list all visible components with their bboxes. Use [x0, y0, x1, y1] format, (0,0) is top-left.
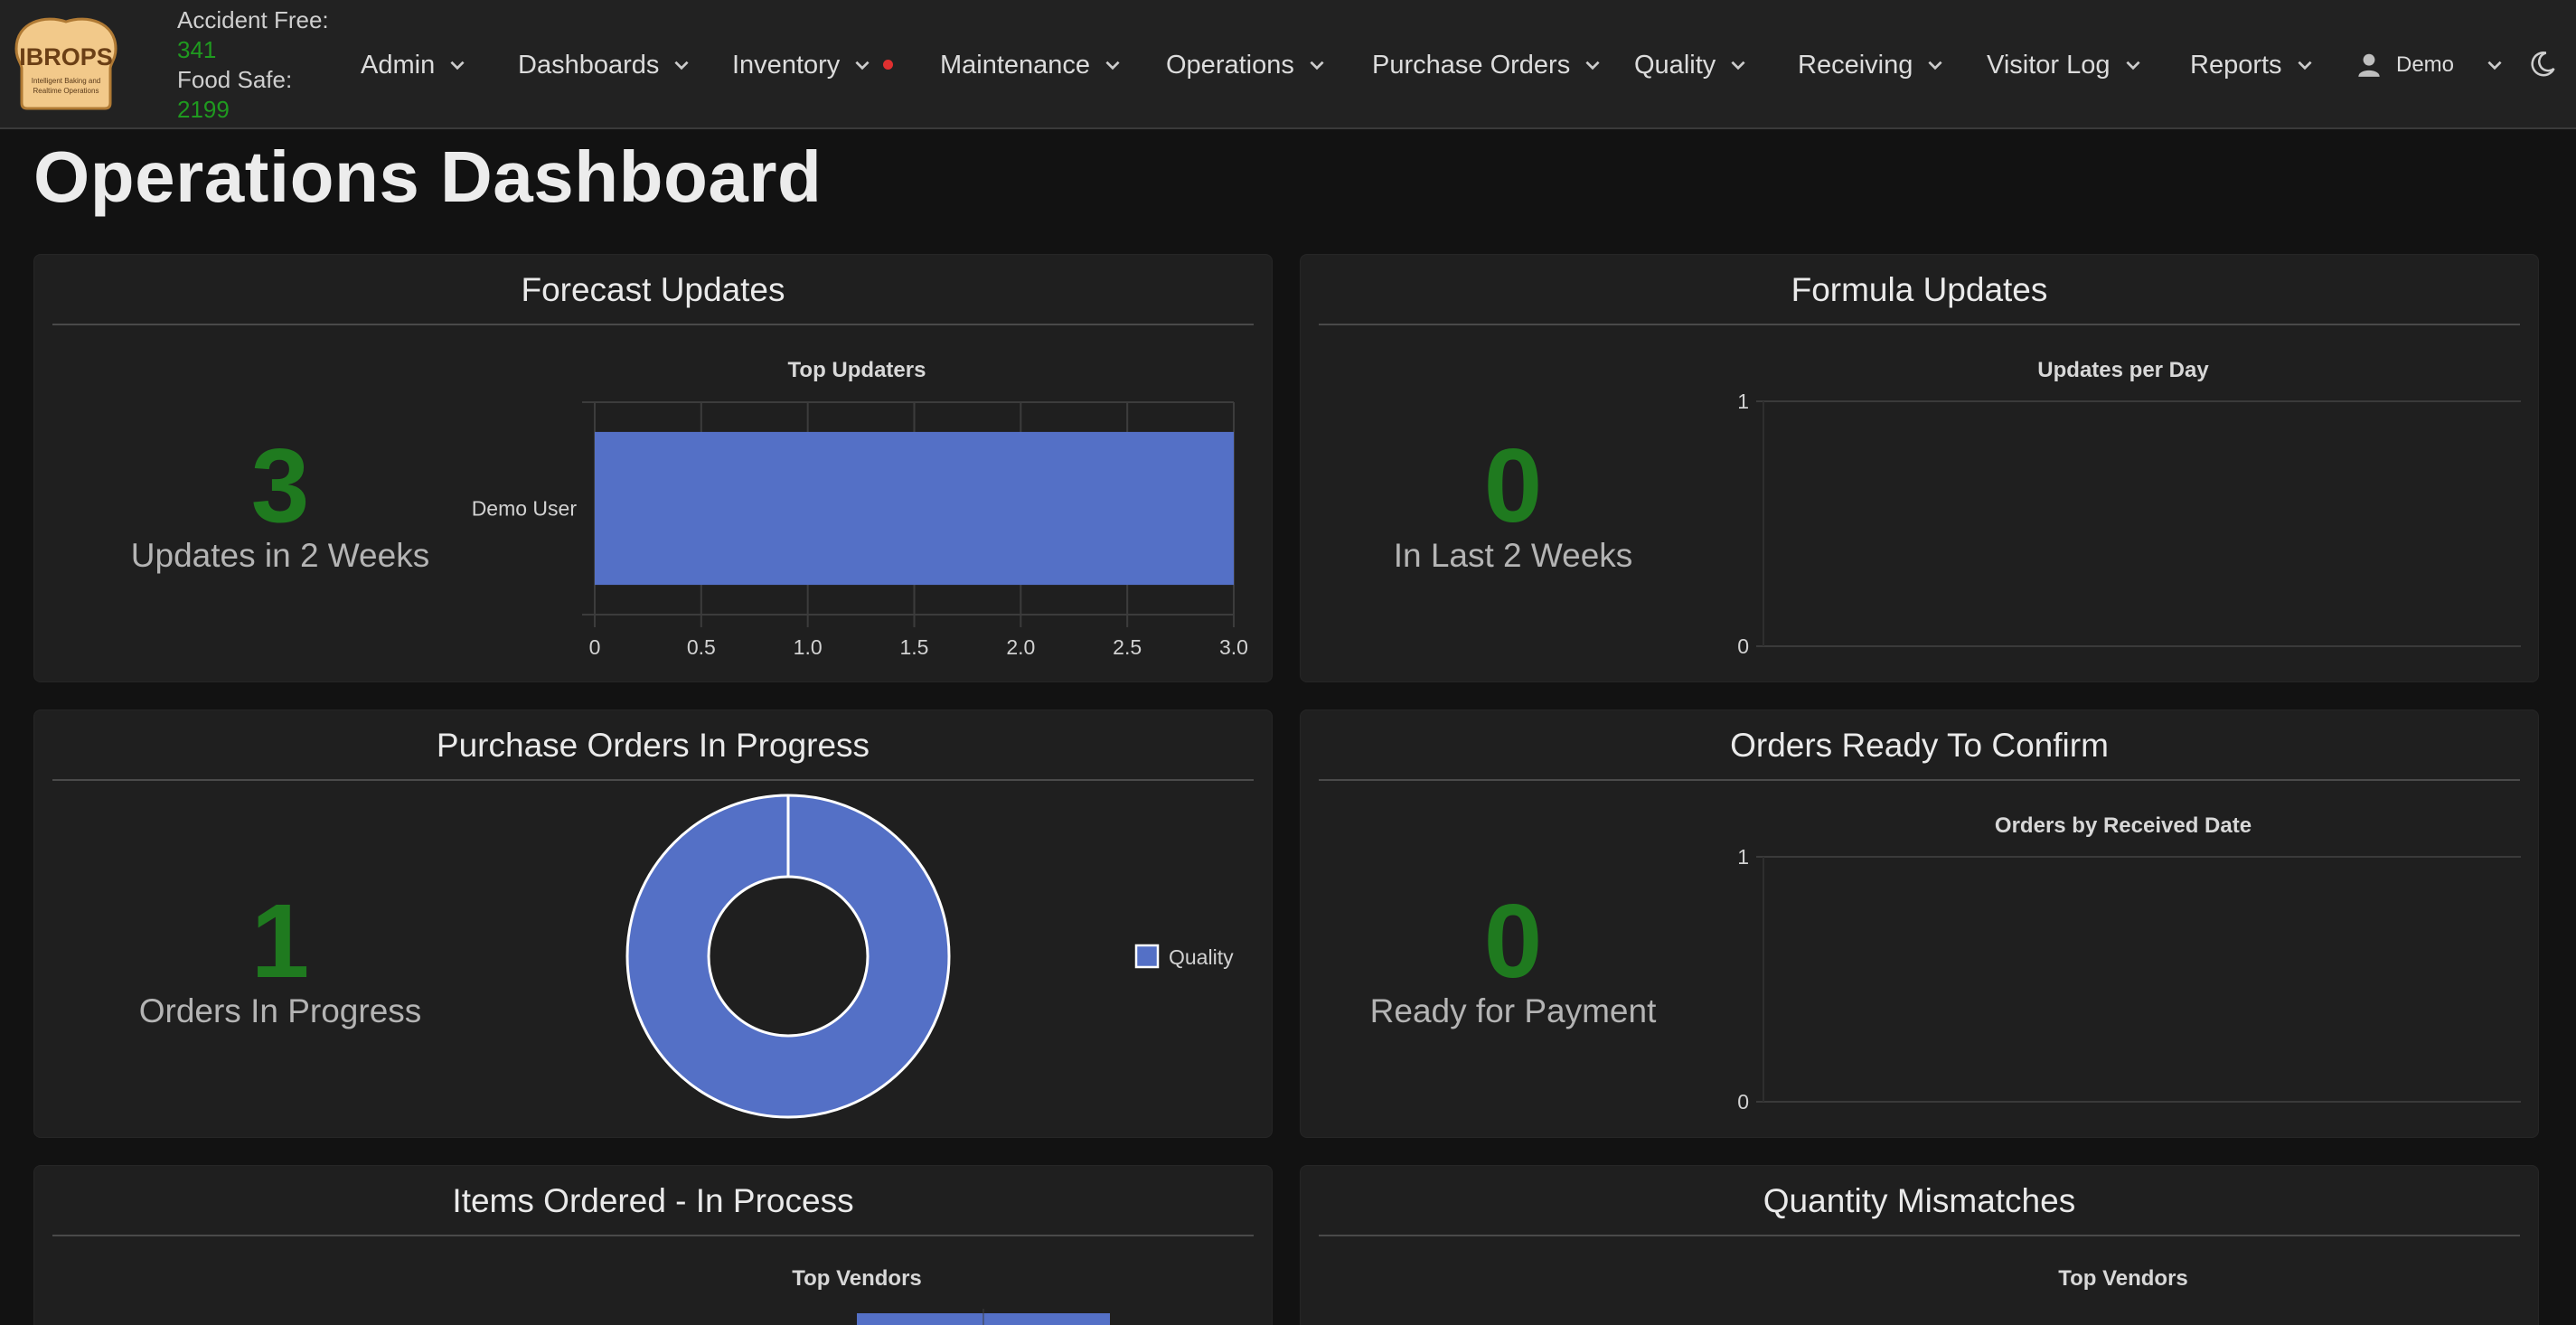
chevron-down-icon: [855, 61, 870, 70]
x-tick-label: 2.5: [1113, 635, 1142, 659]
chart-title: Orders by Received Date: [1995, 813, 2252, 838]
orders-received-date-chart: Orders by Received Date 0 1: [1737, 813, 2521, 1114]
chart-title: Top Vendors: [792, 1266, 922, 1291]
chevron-down-icon: [1310, 61, 1324, 70]
legend-label-quality: Quality: [1169, 945, 1234, 969]
top-updaters-chart: Top Updaters 0 0.5 1.0 1.5 2.0 2.5 3.0 Demo Use…: [472, 358, 1248, 659]
po-in-progress-card: Purchase Orders In Progress 1 Orders In …: [33, 709, 1273, 1138]
x-tick-label: 1.5: [900, 635, 929, 659]
formula-count: 0: [1483, 427, 1543, 544]
nav-operations-label: Operations: [1166, 50, 1294, 80]
card-title: Formula Updates: [1319, 271, 2520, 325]
chevron-down-icon: [674, 61, 689, 70]
chevron-down-icon: [1585, 61, 1600, 70]
svg-text:Realtime Operations: Realtime Operations: [33, 87, 99, 95]
items-ordered-vendors-chart: Top Vendors: [792, 1266, 1110, 1325]
chevron-down-icon: [450, 61, 465, 70]
nav-maintenance[interactable]: Maintenance: [940, 45, 1123, 85]
food-safe-value: 2199: [177, 96, 230, 123]
x-tick-label: 0: [589, 635, 601, 659]
formula-updates-card: Formula Updates 0 In Last 2 Weeks Update…: [1300, 254, 2539, 682]
card-title: Forecast Updates: [52, 271, 1254, 325]
dark-mode-toggle-icon[interactable]: [2529, 51, 2556, 78]
accident-free-value: 341: [177, 36, 217, 63]
svg-text:Intelligent Baking and: Intelligent Baking and: [32, 77, 101, 85]
y-tick-label: 1: [1737, 390, 1749, 413]
y-tick-label: 0: [1737, 634, 1749, 658]
user-icon: [2358, 53, 2380, 77]
nav-operations[interactable]: Operations: [1166, 45, 1327, 85]
svg-text:IBROPS: IBROPS: [19, 43, 113, 70]
nav-reports[interactable]: Reports: [2190, 45, 2315, 85]
ibrops-logo[interactable]: IBROPS Intelligent Baking and Realtime O…: [9, 13, 123, 110]
forecast-count-label: Updates in 2 Weeks: [130, 537, 430, 574]
nav-receiving[interactable]: Receiving: [1798, 45, 1945, 85]
items-ordered-card: Items Ordered - In Process Top Vendors: [33, 1165, 1273, 1325]
y-tick-label: 0: [1737, 1090, 1749, 1114]
y-tick-label: 1: [1737, 845, 1749, 869]
bar-demo-user: [595, 431, 1234, 586]
nav-purchase-orders[interactable]: Purchase Orders: [1372, 45, 1603, 85]
chevron-down-icon: [2487, 61, 2502, 70]
chart-title: Top Updaters: [788, 358, 926, 382]
inventory-alert-dot: [883, 60, 893, 70]
card-title: Quantity Mismatches: [1319, 1182, 2520, 1236]
nav-maintenance-label: Maintenance: [940, 50, 1091, 80]
card-title: Items Ordered - In Process: [52, 1182, 1254, 1236]
card-title: Purchase Orders In Progress: [52, 727, 1254, 781]
slice-outline: [707, 875, 870, 1038]
ready-count-label: Ready for Payment: [1369, 992, 1657, 1029]
po-donut-chart: Quality: [625, 794, 1234, 1119]
chevron-down-icon: [1731, 61, 1745, 70]
forecast-updates-card: Forecast Updates 3 Updates in 2 Weeks To…: [33, 254, 1273, 682]
nav-quality-label: Quality: [1634, 50, 1716, 80]
nav-purchase-orders-label: Purchase Orders: [1372, 50, 1571, 80]
nav-inventory[interactable]: Inventory: [732, 45, 872, 85]
y-tick-label: Demo User: [472, 497, 578, 521]
nav-visitor-log-label: Visitor Log: [1987, 50, 2111, 80]
x-tick-label: 3.0: [1219, 635, 1248, 659]
chevron-down-icon: [2297, 61, 2312, 70]
nav-quality[interactable]: Quality: [1634, 45, 1748, 85]
nav-inventory-label: Inventory: [732, 50, 841, 80]
nav-admin[interactable]: Admin: [361, 45, 467, 85]
chart-title: Updates per Day: [2037, 358, 2209, 382]
x-tick-label: 1.0: [794, 635, 823, 659]
updates-per-day-chart: Updates per Day 0 1: [1737, 358, 2521, 658]
user-menu[interactable]: Demo: [2356, 45, 2505, 85]
user-name: Demo: [2396, 52, 2455, 77]
nav-dashboards-label: Dashboards: [518, 50, 660, 80]
page-title: Operations Dashboard: [33, 136, 823, 217]
nav-admin-label: Admin: [361, 50, 436, 80]
nav-reports-label: Reports: [2190, 50, 2282, 80]
chevron-down-icon: [1105, 61, 1120, 70]
orders-ready-card: Orders Ready To Confirm 0 Ready for Paym…: [1300, 709, 2539, 1138]
mismatch-vendors-chart: Top Vendors: [2058, 1266, 2188, 1291]
x-tick-label: 0.5: [687, 635, 716, 659]
forecast-count: 3: [250, 427, 310, 544]
ready-count: 0: [1483, 882, 1543, 1000]
legend-swatch-quality: [1134, 944, 1160, 969]
top-navbar: IBROPS Intelligent Baking and Realtime O…: [0, 0, 2576, 129]
chevron-down-icon: [1928, 61, 1942, 70]
x-tick-label: 2.0: [1006, 635, 1035, 659]
nav-receiving-label: Receiving: [1798, 50, 1913, 80]
accident-free-label: Accident Free:: [177, 6, 329, 33]
formula-count-label: In Last 2 Weeks: [1393, 537, 1633, 574]
po-count: 1: [250, 882, 310, 1000]
nav-visitor-log[interactable]: Visitor Log: [1987, 45, 2143, 85]
card-title: Orders Ready To Confirm: [1319, 727, 2520, 781]
chart-title: Top Vendors: [2058, 1266, 2188, 1291]
chevron-down-icon: [2125, 61, 2140, 70]
quantity-mismatches-card: Quantity Mismatches Top Vendors: [1300, 1165, 2539, 1325]
safety-stats: Accident Free: 341 Food Safe: 2199: [177, 5, 329, 125]
food-safe-label: Food Safe:: [177, 66, 293, 93]
po-count-label: Orders In Progress: [138, 992, 422, 1029]
nav-dashboards[interactable]: Dashboards: [518, 45, 691, 85]
